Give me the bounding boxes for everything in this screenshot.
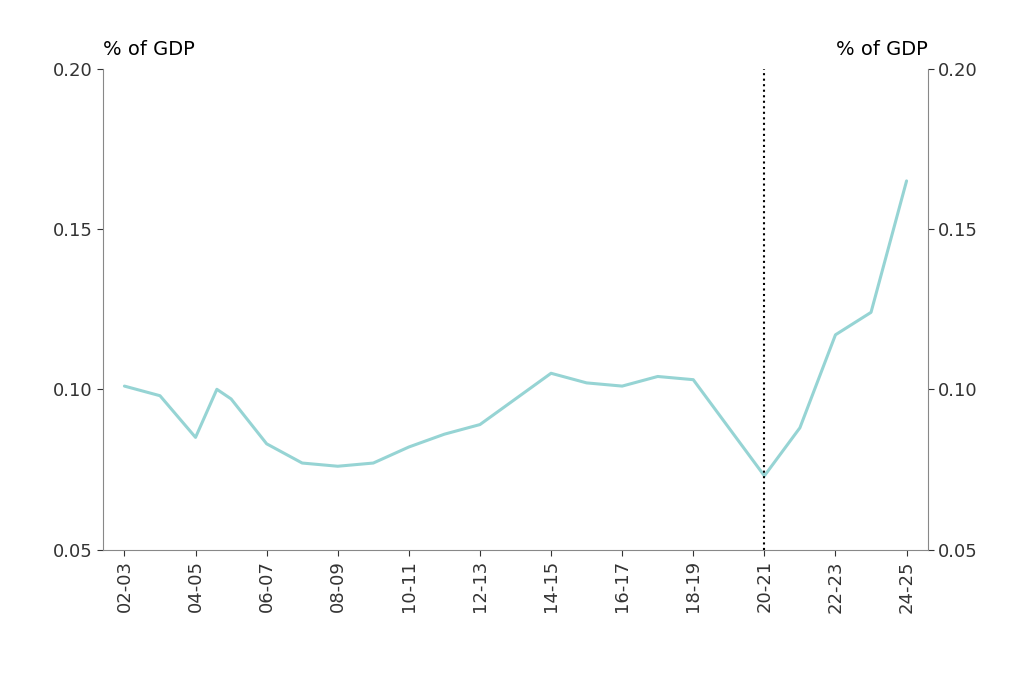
Text: % of GDP: % of GDP [836, 40, 928, 59]
Text: % of GDP: % of GDP [103, 40, 195, 59]
